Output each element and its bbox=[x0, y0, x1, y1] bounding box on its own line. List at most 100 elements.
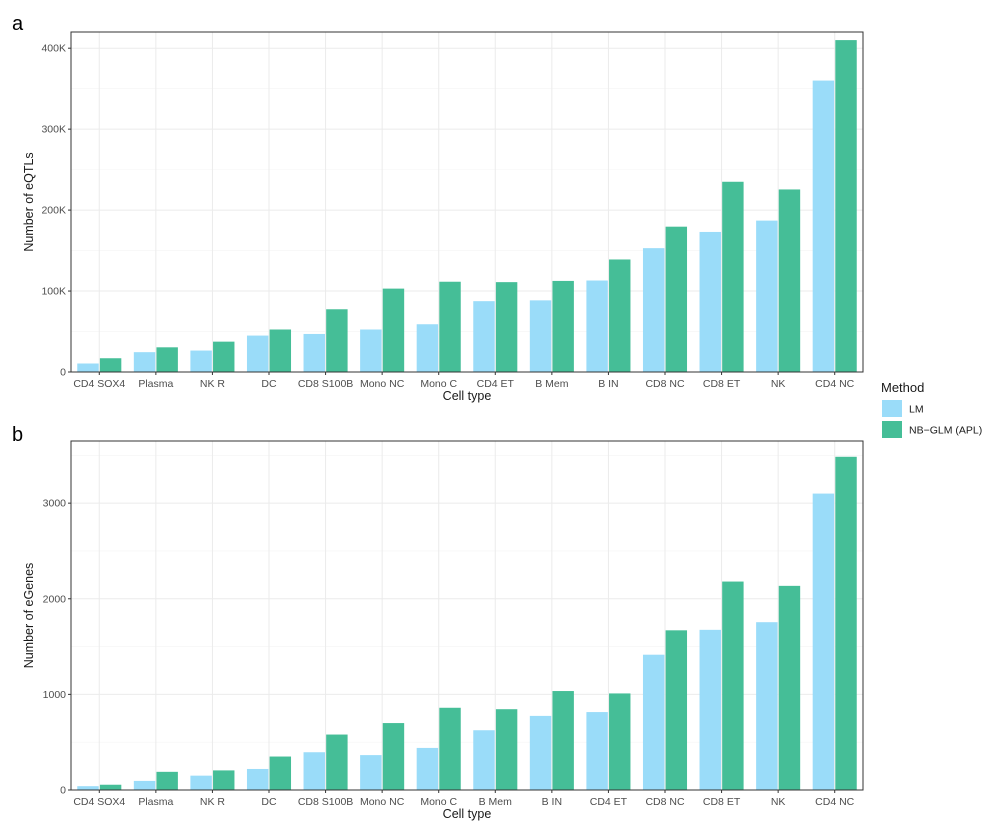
bar-lm-nk bbox=[756, 220, 778, 372]
x-axis-title: Cell type bbox=[443, 807, 492, 821]
bar-lm-cd4-sox4 bbox=[77, 363, 99, 372]
bar-lm-nk-r bbox=[190, 775, 212, 790]
x-tick-label-cd4-et: CD4 ET bbox=[590, 796, 628, 808]
bar-lm-cd8-et bbox=[699, 629, 721, 790]
bar-nb-glm-apl-dc bbox=[269, 329, 292, 372]
bar-nb-glm-apl-cd8-et bbox=[722, 181, 744, 372]
bar-lm-b-mem bbox=[473, 730, 495, 790]
x-tick-label-cd8-nc: CD8 NC bbox=[645, 796, 685, 808]
bar-nb-glm-apl-nk bbox=[778, 585, 801, 790]
x-tick-label-plasma: Plasma bbox=[138, 378, 173, 390]
bar-nb-glm-apl-cd4-sox4 bbox=[99, 784, 122, 790]
x-tick-label-mono-c: Mono C bbox=[420, 796, 457, 808]
bar-nb-glm-apl-b-in bbox=[552, 691, 574, 790]
legend: Method LM NB−GLM (APL) bbox=[881, 380, 982, 438]
bar-lm-cd8-et bbox=[699, 231, 721, 372]
x-tick-label-b-in: B IN bbox=[542, 796, 562, 808]
panel-tag: b bbox=[12, 424, 23, 446]
y-axis-title: Number of eQTLs bbox=[22, 152, 36, 251]
bar-lm-plasma bbox=[133, 780, 156, 790]
bar-nb-glm-apl-cd4-et bbox=[495, 282, 518, 372]
x-tick-label-cd4-et: CD4 ET bbox=[477, 378, 515, 390]
bar-lm-cd8-s100b bbox=[303, 752, 325, 790]
bar-nb-glm-apl-cd8-nc bbox=[665, 226, 688, 372]
bar-lm-mono-nc bbox=[360, 329, 382, 372]
bar-nb-glm-apl-plasma bbox=[156, 771, 178, 790]
bar-nb-glm-apl-cd4-sox4 bbox=[99, 358, 122, 372]
y-tick-label: 400K bbox=[41, 43, 66, 55]
panel-b: 0 1000 2000 3000 CD4 SOX4 Plasma NK R DC CD8 S10… bbox=[12, 424, 864, 821]
bar-lm-cd4-sox4 bbox=[77, 786, 99, 790]
x-tick-label-cd8-nc: CD8 NC bbox=[645, 378, 685, 390]
x-tick-label-cd4-nc: CD4 NC bbox=[815, 796, 855, 808]
x-tick-label-b-mem: B Mem bbox=[535, 378, 569, 390]
bar-lm-cd8-s100b bbox=[303, 333, 325, 372]
bar-lm-b-in bbox=[529, 715, 552, 790]
x-tick-label-mono-nc: Mono NC bbox=[360, 378, 405, 390]
y-tick-label: 2000 bbox=[43, 593, 67, 605]
x-tick-label-nk: NK bbox=[771, 378, 786, 390]
x-axis-title: Cell type bbox=[443, 389, 492, 403]
bar-nb-glm-apl-mono-c bbox=[439, 281, 461, 372]
x-tick-label-cd8-et: CD8 ET bbox=[703, 378, 741, 390]
x-tick-label-dc: DC bbox=[261, 796, 277, 808]
bar-nb-glm-apl-b-mem bbox=[495, 709, 518, 790]
bar-nb-glm-apl-nk-r bbox=[213, 770, 235, 790]
bar-nb-glm-apl-cd8-nc bbox=[665, 630, 688, 790]
bar-lm-b-mem bbox=[529, 300, 552, 372]
panel-border bbox=[70, 31, 864, 373]
y-tick-label: 1000 bbox=[43, 689, 67, 701]
panel-border bbox=[70, 440, 864, 791]
x-tick-label-cd8-s100b: CD8 S100B bbox=[298, 378, 353, 390]
bar-lm-cd8-nc bbox=[642, 248, 665, 372]
bar-lm-nk bbox=[756, 622, 778, 790]
bar-lm-mono-nc bbox=[360, 755, 382, 790]
x-tick-label-b-mem: B Mem bbox=[479, 796, 513, 808]
y-axis-title: Number of eGenes bbox=[22, 563, 36, 669]
bar-lm-nk-r bbox=[190, 350, 212, 372]
x-tick-label-cd4-nc: CD4 NC bbox=[815, 378, 855, 390]
legend-title: Method bbox=[881, 380, 924, 395]
bar-lm-cd4-et bbox=[473, 301, 495, 372]
x-tick-label-nk-r: NK R bbox=[200, 796, 226, 808]
x-tick-label-nk-r: NK R bbox=[200, 378, 226, 390]
x-tick-label-cd8-s100b: CD8 S100B bbox=[298, 796, 353, 808]
legend-label-nbglm: NB−GLM (APL) bbox=[909, 425, 982, 437]
y-tick-label: 200K bbox=[41, 205, 66, 217]
bar-lm-b-in bbox=[586, 280, 608, 372]
bar-nb-glm-apl-cd4-nc bbox=[835, 456, 857, 790]
x-tick-label-cd8-et: CD8 ET bbox=[703, 796, 741, 808]
bar-lm-mono-c bbox=[416, 747, 439, 790]
bar-nb-glm-apl-mono-nc bbox=[382, 723, 405, 790]
bar-lm-cd8-nc bbox=[642, 654, 665, 790]
bar-nb-glm-apl-mono-c bbox=[439, 707, 461, 790]
y-tick-label: 300K bbox=[41, 124, 66, 136]
bar-nb-glm-apl-cd8-et bbox=[722, 581, 744, 790]
x-tick-label-plasma: Plasma bbox=[138, 796, 173, 808]
bar-nb-glm-apl-b-mem bbox=[552, 280, 574, 372]
x-tick-label-dc: DC bbox=[261, 378, 277, 390]
bar-lm-mono-c bbox=[416, 324, 439, 372]
bar-lm-dc bbox=[246, 335, 269, 372]
bar-nb-glm-apl-cd4-et bbox=[609, 693, 631, 790]
x-tick-label-cd4-sox4: CD4 SOX4 bbox=[73, 796, 125, 808]
x-tick-label-mono-c: Mono C bbox=[420, 378, 457, 390]
y-tick-label: 3000 bbox=[43, 498, 67, 510]
bar-lm-cd4-nc bbox=[812, 493, 835, 790]
y-tick-label: 0 bbox=[60, 785, 66, 797]
legend-label-lm: LM bbox=[909, 404, 924, 416]
bar-nb-glm-apl-mono-nc bbox=[382, 288, 405, 372]
bar-nb-glm-apl-nk-r bbox=[213, 341, 235, 372]
bar-nb-glm-apl-cd4-nc bbox=[835, 40, 857, 372]
x-tick-label-b-in: B IN bbox=[598, 378, 618, 390]
bar-nb-glm-apl-dc bbox=[269, 756, 292, 790]
bar-nb-glm-apl-nk bbox=[778, 189, 801, 372]
x-tick-label-mono-nc: Mono NC bbox=[360, 796, 405, 808]
x-tick-label-cd4-sox4: CD4 SOX4 bbox=[73, 378, 125, 390]
bar-nb-glm-apl-cd8-s100b bbox=[326, 309, 348, 372]
bar-lm-plasma bbox=[133, 352, 156, 372]
bar-lm-cd4-et bbox=[586, 712, 608, 790]
bar-nb-glm-apl-cd8-s100b bbox=[326, 734, 348, 790]
